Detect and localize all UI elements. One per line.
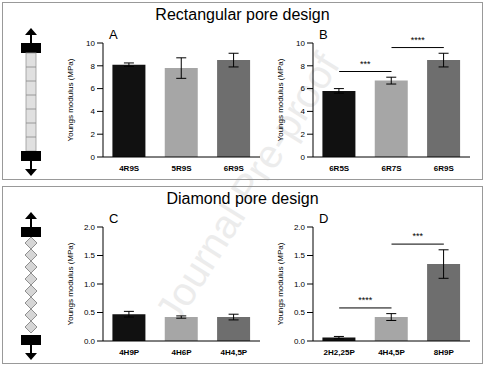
svg-text:B: B xyxy=(319,27,328,42)
svg-text:4: 4 xyxy=(91,107,96,116)
svg-text:10: 10 xyxy=(86,39,95,48)
svg-text:4: 4 xyxy=(301,107,306,116)
svg-text:4H4,5P: 4H4,5P xyxy=(378,348,405,357)
svg-text:6R5S: 6R5S xyxy=(329,164,350,173)
svg-text:1.0: 1.0 xyxy=(84,280,96,289)
svg-text:4H9P: 4H9P xyxy=(119,348,140,357)
svg-text:10: 10 xyxy=(296,39,305,48)
svg-text:Youngs modulus (MPa): Youngs modulus (MPa) xyxy=(66,242,75,325)
svg-text:0.5: 0.5 xyxy=(84,308,96,317)
svg-text:4R9S: 4R9S xyxy=(119,164,140,173)
svg-text:2.0: 2.0 xyxy=(84,223,96,232)
svg-text:2.0: 2.0 xyxy=(294,223,306,232)
svg-text:4H6P: 4H6P xyxy=(171,348,192,357)
svg-text:8: 8 xyxy=(301,62,306,71)
svg-text:8H9P: 8H9P xyxy=(434,348,455,357)
svg-text:****: **** xyxy=(358,295,373,305)
svg-text:0.5: 0.5 xyxy=(294,308,306,317)
svg-text:0: 0 xyxy=(301,153,306,162)
svg-text:0.0: 0.0 xyxy=(84,337,96,346)
svg-text:1.0: 1.0 xyxy=(294,280,306,289)
svg-text:C: C xyxy=(109,211,118,226)
svg-text:***: *** xyxy=(360,59,371,69)
svg-text:0: 0 xyxy=(91,153,96,162)
svg-text:Journal Pre-proof: Journal Pre-proof xyxy=(147,45,349,331)
svg-text:****: **** xyxy=(411,35,426,45)
svg-text:6R7S: 6R7S xyxy=(381,164,402,173)
svg-text:Youngs modulus (MPa): Youngs modulus (MPa) xyxy=(276,58,285,141)
svg-text:1.5: 1.5 xyxy=(294,251,306,260)
svg-text:***: *** xyxy=(412,231,423,241)
svg-text:2: 2 xyxy=(91,130,96,139)
svg-text:0.0: 0.0 xyxy=(294,337,306,346)
svg-text:1.5: 1.5 xyxy=(84,251,96,260)
svg-text:A: A xyxy=(109,27,118,42)
svg-text:8: 8 xyxy=(91,62,96,71)
svg-text:6: 6 xyxy=(301,84,306,93)
svg-text:Youngs modulus (MPa): Youngs modulus (MPa) xyxy=(66,58,75,141)
svg-text:6R9S: 6R9S xyxy=(434,164,455,173)
svg-text:6: 6 xyxy=(91,84,96,93)
svg-text:Youngs modulus (MPa): Youngs modulus (MPa) xyxy=(276,242,285,325)
svg-text:5R9S: 5R9S xyxy=(171,164,192,173)
svg-text:4H4,5P: 4H4,5P xyxy=(220,348,247,357)
svg-text:2: 2 xyxy=(301,130,306,139)
svg-text:6R9S: 6R9S xyxy=(224,164,245,173)
svg-text:2H2,25P: 2H2,25P xyxy=(324,348,356,357)
svg-text:D: D xyxy=(319,211,328,226)
